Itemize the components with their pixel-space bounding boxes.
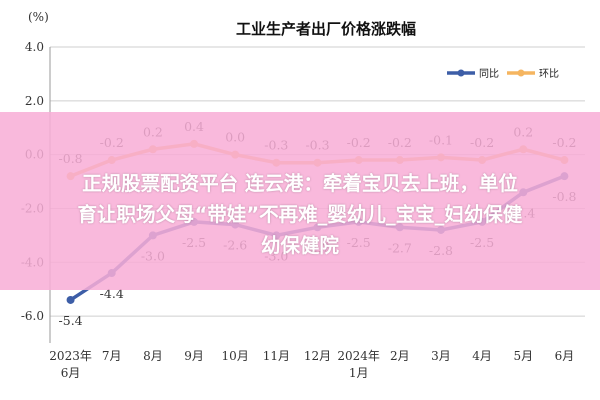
y-tick-label: 2.0 (25, 94, 44, 108)
legend-label: 环比 (539, 68, 559, 80)
x-tick-label: 12月 (304, 349, 331, 363)
x-tick-label: 2023年 (49, 349, 92, 363)
x-tick-label: 8月 (143, 349, 163, 363)
legend-marker (457, 69, 465, 77)
y-tick-label: 4.0 (25, 40, 44, 54)
x-tick-label: 7月 (102, 349, 122, 363)
x-tick-label: 4月 (472, 349, 492, 363)
headline-line-3: 幼保健院 (260, 234, 339, 257)
legend-marker (517, 69, 525, 77)
x-tick-label: 10月 (222, 349, 249, 363)
data-point (66, 295, 75, 304)
x-tick-label: 11月 (263, 349, 290, 363)
x-tick-label: 2月 (390, 349, 410, 363)
x-tick-label: 1月 (349, 366, 369, 380)
headline-line-1: 正规股票配资平台 连云港：牵着宝贝去上班，单位 (82, 172, 518, 195)
article-headline[interactable]: 正规股票配资平台 连云港：牵着宝贝去上班，单位 育让职场父母“带娃”不再难_婴幼… (0, 168, 600, 261)
data-label: -5.4 (59, 313, 83, 328)
x-tick-label: 2024年 (337, 349, 380, 363)
x-tick-label: 6月 (555, 349, 575, 363)
chart-title: 工业生产者出厂价格涨跌幅 (236, 20, 416, 38)
legend: 同比 环比 (447, 68, 559, 80)
y-axis-unit-label: (%) (28, 10, 49, 24)
x-tick-label: 9月 (184, 349, 204, 363)
headline-line-2: 育让职场父母“带娃”不再难_婴幼儿_宝宝_妇幼保健 (77, 203, 523, 226)
y-tick-label: -6.0 (21, 309, 44, 323)
x-tick-label: 5月 (513, 349, 533, 363)
x-tick-label: 3月 (431, 349, 451, 363)
article-headline-banner[interactable]: 正规股票配资平台 连云港：牵着宝贝去上班，单位 育让职场父母“带娃”不再难_婴幼… (0, 112, 600, 290)
x-axis-ticks: 2023年 6月 7月 8月 9月 10月 11月 12月 2024年 1月 2月 3月 4月 5月 6月 (49, 349, 574, 380)
legend-label: 同比 (479, 68, 499, 80)
x-tick-label: 6月 (61, 366, 81, 380)
